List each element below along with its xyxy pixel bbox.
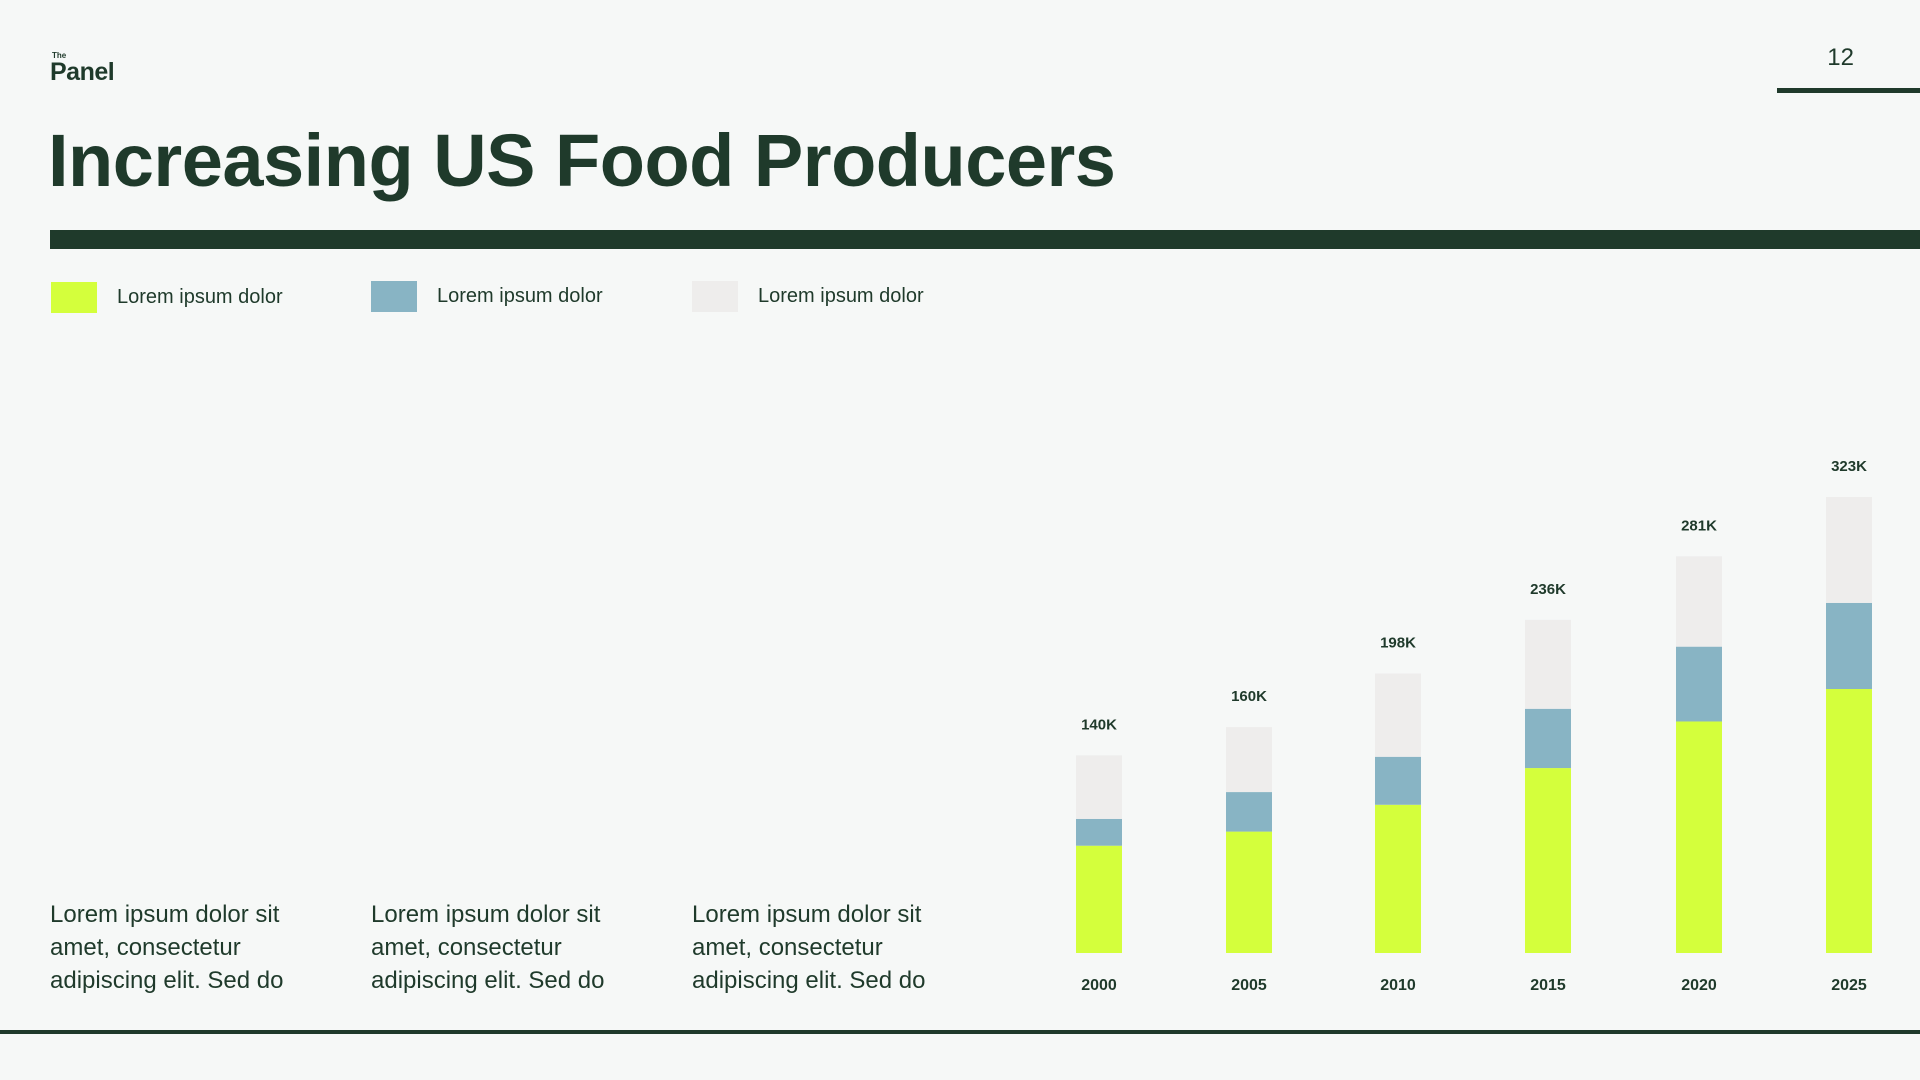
x-tick-label-2005: 2005 xyxy=(1231,977,1267,994)
bar-segment-2000-series-3 xyxy=(1076,755,1122,819)
bar-segment-2025-series-1 xyxy=(1826,689,1872,953)
x-tick-label-2025: 2025 xyxy=(1831,977,1867,994)
total-label-2010: 198K xyxy=(1380,634,1416,651)
total-label-2000: 140K xyxy=(1081,716,1117,733)
x-tick-label-2010: 2010 xyxy=(1380,977,1416,994)
bar-segment-2015-series-2 xyxy=(1525,708,1571,769)
bar-segment-2010-series-1 xyxy=(1375,804,1421,953)
bar-segment-2010-series-3 xyxy=(1375,673,1421,757)
footer-divider xyxy=(0,1030,1920,1034)
legend-item-1: Lorem ipsum dolor xyxy=(51,281,283,313)
bar-segment-2005-series-1 xyxy=(1226,831,1272,953)
logo-name: Panel xyxy=(50,58,115,86)
legend-label: Lorem ipsum dolor xyxy=(117,285,283,308)
bar-segment-2020-series-3 xyxy=(1676,556,1722,647)
logo-small-text: The xyxy=(52,51,67,60)
logo: The Panel xyxy=(50,51,115,86)
description-text-1: Lorem ipsum dolor sit amet, consectetur … xyxy=(50,901,284,994)
bar-segment-2010-series-2 xyxy=(1375,756,1421,805)
bar-segment-2005-series-2 xyxy=(1226,792,1272,832)
legend-label: Lorem ipsum dolor xyxy=(758,284,924,307)
total-label-2005: 160K xyxy=(1231,688,1267,705)
legend-item-3: Lorem ipsum dolor xyxy=(692,280,924,312)
x-tick-label-2020: 2020 xyxy=(1681,977,1717,994)
description-text-2: Lorem ipsum dolor sit amet, consectetur … xyxy=(371,901,605,994)
legend-swatch-blue xyxy=(371,280,417,312)
title-divider xyxy=(50,230,1920,249)
legend-label: Lorem ipsum dolor xyxy=(437,284,603,307)
bar-segment-2025-series-2 xyxy=(1826,602,1872,690)
page-title: Increasing US Food Producers xyxy=(48,119,1116,202)
bar-segment-2025-series-3 xyxy=(1826,497,1872,603)
legend-swatch-lime xyxy=(51,281,97,313)
description-text-3: Lorem ipsum dolor sit amet, consectetur … xyxy=(692,901,926,994)
bar-segment-2020-series-2 xyxy=(1676,646,1722,722)
total-label-2015: 236K xyxy=(1530,581,1566,598)
bar-segment-2020-series-1 xyxy=(1676,721,1722,953)
legend-item-2: Lorem ipsum dolor xyxy=(371,280,603,312)
stacked-bar-chart: 140K 2000 160K 2005 198K 2010 236K 2015 281K 2020… xyxy=(1076,458,1872,994)
bar-segment-2000-series-1 xyxy=(1076,845,1122,953)
bar-segment-2005-series-3 xyxy=(1226,727,1272,793)
bar-segment-2015-series-1 xyxy=(1525,768,1571,953)
total-label-2020: 281K xyxy=(1681,517,1717,534)
x-tick-label-2015: 2015 xyxy=(1530,977,1566,994)
legend-swatch-gray xyxy=(692,280,738,312)
bar-segment-2000-series-2 xyxy=(1076,818,1122,846)
x-tick-label-2000: 2000 xyxy=(1081,977,1117,994)
total-label-2025: 323K xyxy=(1831,458,1867,475)
page-number: 12 xyxy=(1827,44,1854,71)
bar-segment-2015-series-3 xyxy=(1525,619,1571,709)
page-number-underline xyxy=(1777,88,1920,93)
